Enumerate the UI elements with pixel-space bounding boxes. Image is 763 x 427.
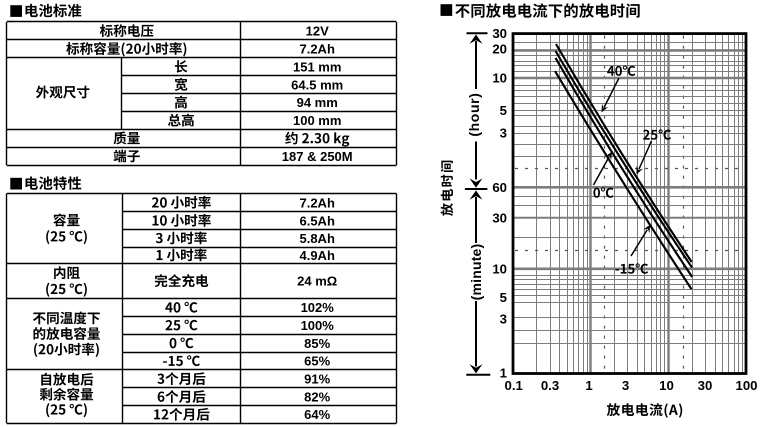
svg-text:10: 10 (659, 378, 674, 393)
svg-text:3: 3 (622, 378, 629, 393)
svg-text:6.5Ah: 6.5Ah (299, 213, 334, 228)
svg-text:(hour): (hour) (466, 93, 482, 137)
svg-text:102%: 102% (301, 300, 335, 315)
svg-text:5: 5 (500, 103, 507, 118)
svg-text:64.5 mm: 64.5 mm (291, 77, 343, 92)
svg-text:4.9Ah: 4.9Ah (299, 248, 334, 263)
svg-text:24 mΩ: 24 mΩ (297, 274, 337, 289)
svg-text:100 mm: 100 mm (293, 113, 341, 128)
svg-text:10: 10 (492, 71, 507, 86)
svg-text:100: 100 (735, 378, 757, 393)
svg-text:64%: 64% (304, 407, 330, 422)
svg-text:30: 30 (698, 378, 713, 393)
svg-text:30: 30 (492, 211, 507, 226)
svg-text:30: 30 (492, 26, 507, 41)
svg-text:5: 5 (500, 290, 507, 305)
svg-text:1: 1 (585, 378, 592, 393)
svg-text:82%: 82% (304, 390, 330, 405)
svg-text:(minute): (minute) (468, 244, 484, 301)
svg-text:7.2Ah: 7.2Ah (299, 42, 334, 57)
svg-text:20: 20 (492, 42, 507, 57)
svg-text:3: 3 (500, 311, 507, 326)
svg-text:85%: 85% (304, 336, 330, 351)
svg-text:3: 3 (500, 126, 507, 141)
svg-text:60: 60 (492, 180, 507, 195)
svg-text:0.3: 0.3 (541, 378, 559, 393)
svg-text:100%: 100% (301, 318, 335, 333)
svg-text:1: 1 (500, 365, 507, 380)
svg-text:7.2Ah: 7.2Ah (299, 195, 334, 210)
svg-text:91%: 91% (304, 372, 330, 387)
svg-text:12V: 12V (306, 24, 329, 39)
svg-text:94 mm: 94 mm (297, 95, 338, 110)
svg-text:65%: 65% (304, 354, 330, 369)
svg-text:10: 10 (492, 262, 507, 277)
svg-text:187 & 250M: 187 & 250M (282, 149, 353, 164)
svg-text:0.1: 0.1 (505, 378, 523, 393)
svg-text:5.8Ah: 5.8Ah (299, 231, 334, 246)
svg-text:151 mm: 151 mm (293, 59, 341, 74)
